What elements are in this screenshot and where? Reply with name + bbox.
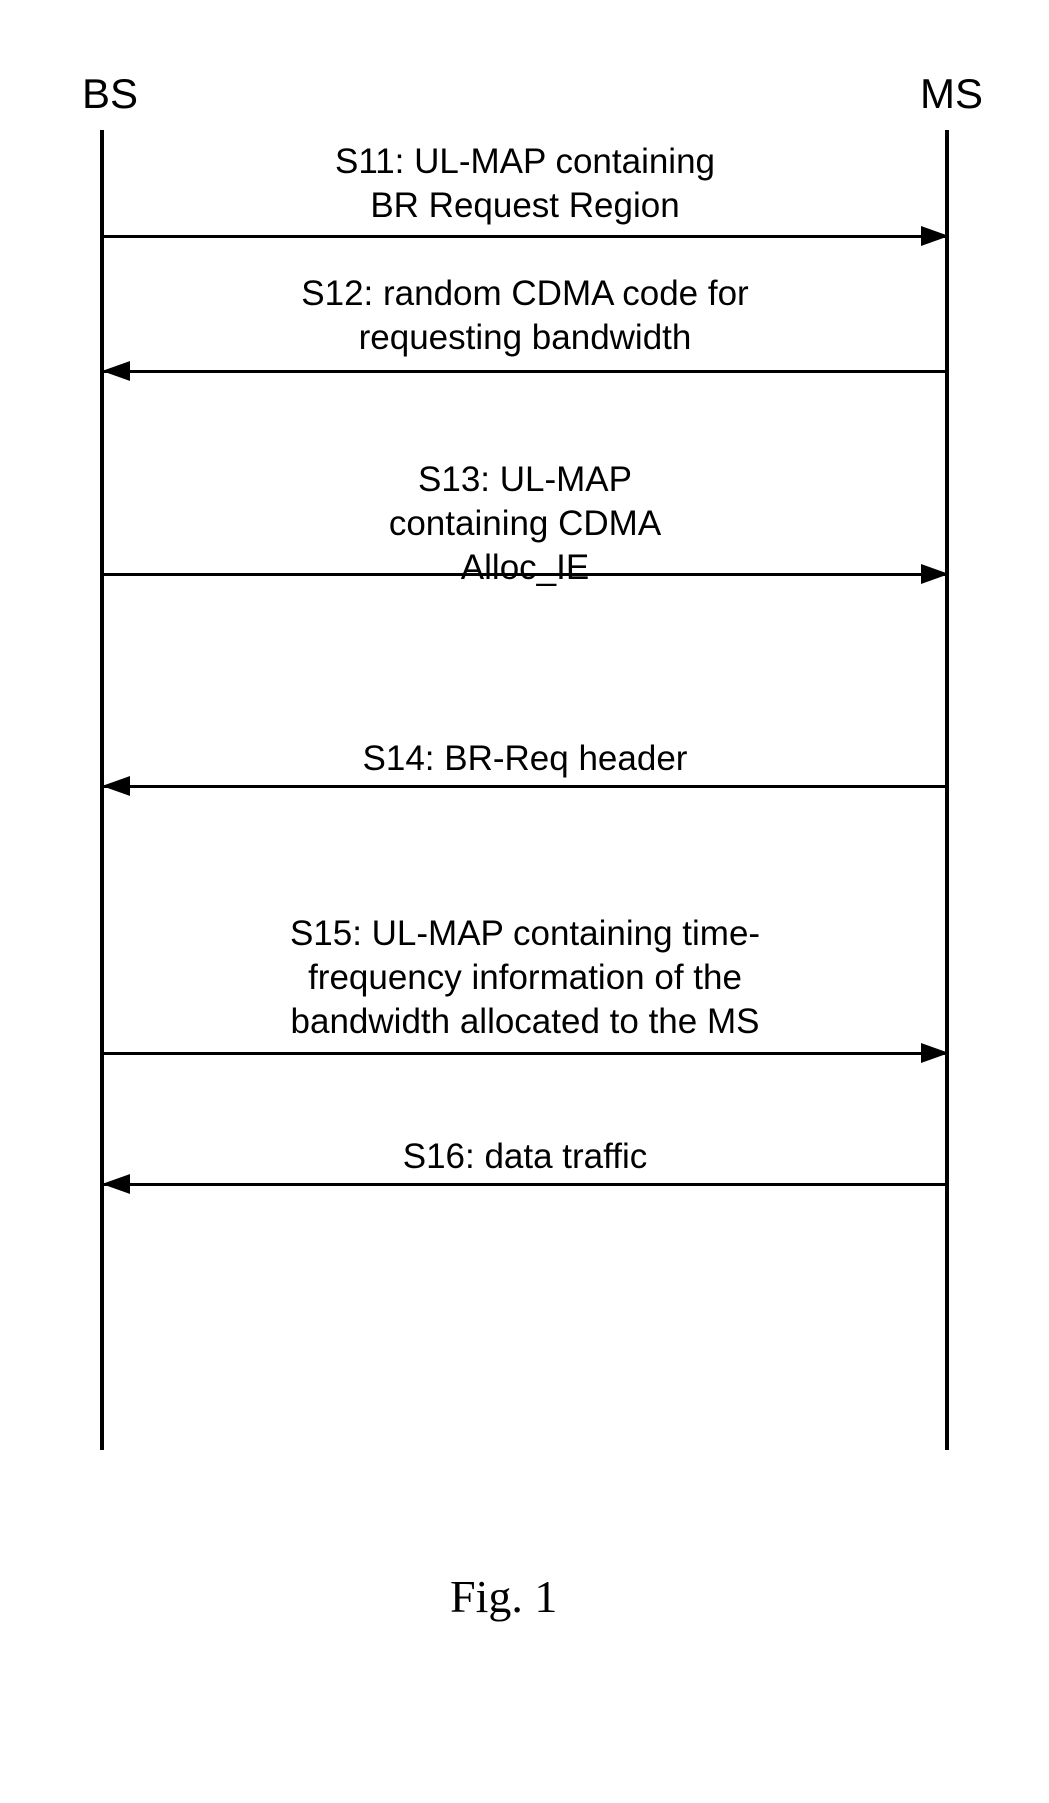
message-s12-text: S12: random CDMA code for requesting ban… xyxy=(150,272,900,360)
message-s15-text: S15: UL-MAP containing time- frequency i… xyxy=(150,912,900,1043)
message-s13-line-1: S13: UL-MAP xyxy=(418,460,632,499)
arrow-s16-line xyxy=(102,1183,949,1186)
arrow-s12-line xyxy=(102,370,949,373)
arrow-s11-line xyxy=(102,235,949,238)
actor-label-bs: BS xyxy=(82,70,138,118)
actor-label-ms: MS xyxy=(920,70,983,118)
arrow-s13-line xyxy=(102,573,949,576)
arrow-s14-line xyxy=(102,785,949,788)
sequence-diagram: BS MS S11: UL-MAP containing BR Request … xyxy=(60,40,990,1470)
arrow-s11-head xyxy=(921,226,949,246)
message-s12-line-2: requesting bandwidth xyxy=(359,318,692,357)
message-s15-line-3: bandwidth allocated to the MS xyxy=(291,1002,760,1041)
arrow-s12-head xyxy=(102,361,130,381)
message-s12-line-1: S12: random CDMA code for xyxy=(301,274,748,313)
arrow-s14-head xyxy=(102,776,130,796)
message-s14-line-1: S14: BR-Req header xyxy=(363,739,688,778)
arrow-s15-line xyxy=(102,1052,949,1055)
message-s15-line-2: frequency information of the xyxy=(308,958,742,997)
arrow-s13-head xyxy=(921,564,949,584)
arrow-s16-head xyxy=(102,1174,130,1194)
arrow-s15-head xyxy=(921,1043,949,1063)
message-s11-text: S11: UL-MAP containing BR Request Region xyxy=(150,140,900,228)
figure-caption: Fig. 1 xyxy=(450,1570,557,1623)
lifeline-ms xyxy=(945,130,949,1450)
message-s11-line-2: BR Request Region xyxy=(370,186,679,225)
message-s14-text: S14: BR-Req header xyxy=(150,737,900,781)
message-s13-line-3: Alloc_IE xyxy=(461,548,589,587)
message-s16-line-1: S16: data traffic xyxy=(403,1137,648,1176)
message-s13-text: S13: UL-MAP containing CDMA Alloc_IE xyxy=(150,458,900,589)
message-s16-text: S16: data traffic xyxy=(150,1135,900,1179)
message-s13-line-2: containing CDMA xyxy=(389,504,661,543)
message-s15-line-1: S15: UL-MAP containing time- xyxy=(290,914,760,953)
message-s11-line-1: S11: UL-MAP containing xyxy=(335,142,715,181)
